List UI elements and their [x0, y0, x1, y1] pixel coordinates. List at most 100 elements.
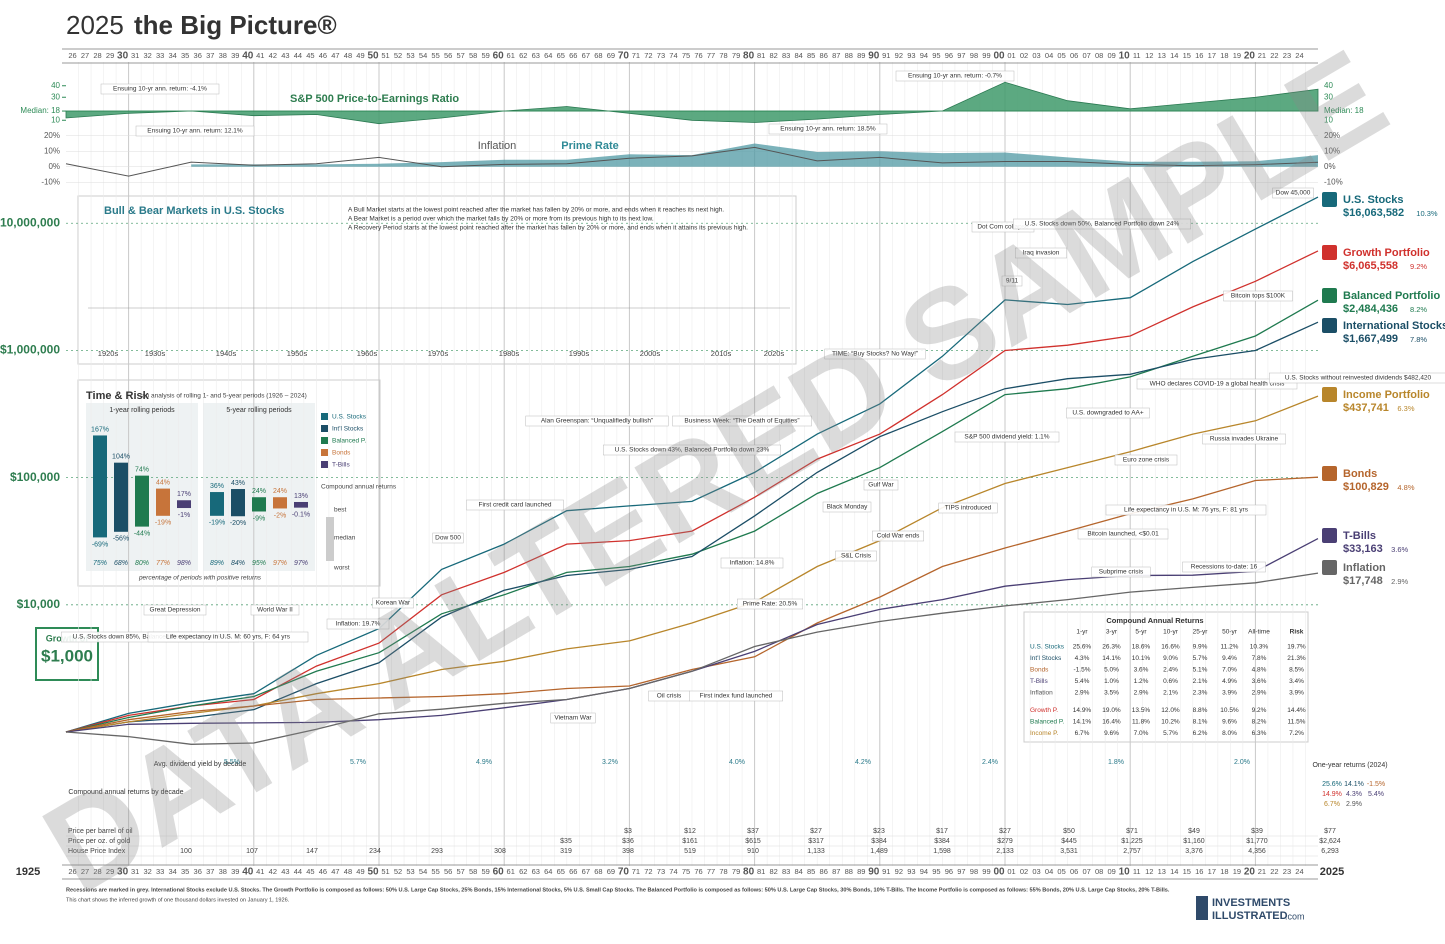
- footer-note: This chart shows the inferred growth of …: [66, 897, 290, 903]
- year-label: 82: [769, 867, 777, 876]
- year-label: 80: [743, 51, 755, 62]
- year-label: 09: [1108, 867, 1116, 876]
- year-label: 07: [1082, 867, 1090, 876]
- event-box: [954, 431, 1060, 443]
- price-value: $1,160: [1183, 838, 1205, 845]
- year-label: 65: [557, 867, 565, 876]
- event-box: [135, 125, 255, 137]
- range-bar: [273, 497, 287, 509]
- event-label: S&P 500 dividend yield: 1.1%: [964, 434, 1049, 441]
- worst-label: -56%: [113, 536, 129, 543]
- table-row-label: Income P.: [1030, 730, 1059, 737]
- decade-label: 2020s: [764, 349, 785, 358]
- decade-returns-label: Compound annual returns by decade: [68, 789, 183, 796]
- positive-label: 84%: [231, 560, 245, 567]
- event-label: TIME: “Buy Stocks? No Way!”: [832, 351, 918, 358]
- event-box: [1066, 407, 1150, 419]
- table-cell: 7.0%: [1222, 667, 1237, 674]
- price-value: 1,133: [807, 848, 825, 855]
- price-value: 308: [494, 848, 506, 855]
- year-label: 86: [820, 867, 828, 876]
- table-col: Risk: [1290, 629, 1304, 636]
- table-cell: 2.1%: [1163, 690, 1178, 697]
- year-label: 46: [319, 867, 327, 876]
- event-box: [603, 444, 781, 456]
- year-label: 38: [219, 867, 227, 876]
- key-note: best: [334, 507, 346, 514]
- best-label: 13%: [294, 493, 308, 500]
- price-value: 107: [246, 848, 258, 855]
- year-label: 89: [857, 51, 865, 60]
- one-year-value: 5.4%: [1368, 791, 1384, 798]
- event-label: Russia invades Ukraine: [1210, 436, 1279, 443]
- year-label: 73: [657, 51, 665, 60]
- brand: ILLUSTRATED: [1212, 910, 1288, 922]
- series-line: [65, 476, 1319, 733]
- price-value: $77: [1324, 828, 1336, 835]
- event-box: [100, 83, 220, 95]
- pe-tick-label: 10: [51, 115, 60, 124]
- y-tick-label: $1,000,000: [0, 343, 60, 357]
- event-box: [1001, 275, 1023, 287]
- price-value: 2,133: [996, 848, 1014, 855]
- best-label: 24%: [273, 488, 287, 495]
- callout-text: $1,000: [41, 646, 93, 665]
- year-label: 57: [456, 51, 464, 60]
- decade-label: 1920s: [98, 349, 119, 358]
- worst-label: -19%: [155, 520, 171, 527]
- key-swatch: [321, 437, 328, 444]
- table-row-label: Balanced P.: [1030, 719, 1064, 726]
- year-label: 74: [669, 51, 677, 60]
- panel-title: Bull & Bear Markets in U.S. Stocks: [104, 205, 284, 217]
- range-bar: [135, 475, 149, 527]
- table-cell: 5.0%: [1104, 667, 1119, 674]
- event-label: WHO declares COVID-19 a global health cr…: [1150, 381, 1285, 388]
- one-year-value: 2.9%: [1346, 801, 1362, 808]
- price-value: $27: [999, 828, 1011, 835]
- year-label: 59: [482, 867, 490, 876]
- year-label: 63: [532, 51, 540, 60]
- positive-label: 80%: [135, 560, 149, 567]
- event-box: [672, 415, 812, 427]
- event-box: [147, 631, 309, 643]
- price-value: $317: [808, 838, 824, 845]
- legend-name: T-Bills: [1343, 530, 1376, 542]
- table-col: 5-yr: [1135, 629, 1147, 636]
- legend-total: $1,667,499: [1343, 333, 1398, 345]
- key-note: median: [334, 535, 356, 542]
- year-label: 76: [694, 51, 702, 60]
- event-label: Ensuing 10-yr ann. return: 12.1%: [147, 128, 243, 135]
- year-label: 36: [194, 867, 202, 876]
- table-col: 50-yr: [1222, 629, 1238, 636]
- footer-note: Recessions are marked in grey. Internati…: [66, 887, 1170, 893]
- year-label: 68: [594, 51, 602, 60]
- price-value: $161: [682, 838, 698, 845]
- best-label: 74%: [135, 466, 149, 473]
- year-label: 19: [1233, 867, 1241, 876]
- table-cell: 8.8%: [1193, 707, 1208, 714]
- table-row-label: Growth P.: [1030, 707, 1058, 714]
- year-label: 02: [1020, 51, 1028, 60]
- best-label: 24%: [252, 488, 266, 495]
- year-label: 54: [419, 867, 427, 876]
- table-cell: 11.5%: [1288, 719, 1306, 726]
- year-label: 56: [444, 867, 452, 876]
- year-label: 05: [1057, 867, 1065, 876]
- year-label: 42: [269, 867, 277, 876]
- event-box: [432, 532, 464, 544]
- price-value: $1,225: [1121, 838, 1143, 845]
- best-label: 43%: [231, 480, 245, 487]
- price-value: 1,598: [933, 848, 951, 855]
- table-cell: 0.6%: [1163, 678, 1178, 685]
- year-label: 53: [406, 867, 414, 876]
- one-year-value: 14.9%: [1322, 791, 1342, 798]
- legend-name: International Stocks: [1343, 320, 1445, 332]
- year-label: 61: [507, 51, 515, 60]
- table-cell: 1.0%: [1104, 678, 1119, 685]
- event-label: Vietnam War: [554, 715, 592, 722]
- year-label: 23: [1283, 51, 1291, 60]
- event-label: Inflation: 14.8%: [730, 560, 775, 567]
- table-cell: 12.0%: [1161, 707, 1180, 714]
- table-cell: 2.4%: [1163, 667, 1178, 674]
- series-line: [65, 299, 1319, 733]
